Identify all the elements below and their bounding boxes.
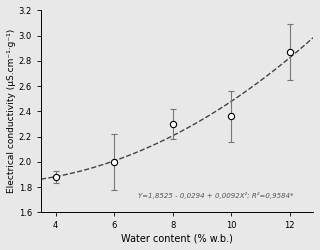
Y-axis label: Electrical conductivity (µS.cm⁻¹·g⁻¹): Electrical conductivity (µS.cm⁻¹·g⁻¹): [7, 29, 16, 194]
Text: Y=1,8525 - 0,0294 + 0,0092X²; R²=0,9584*: Y=1,8525 - 0,0294 + 0,0092X²; R²=0,9584*: [138, 192, 293, 199]
X-axis label: Water content (% w.b.): Water content (% w.b.): [121, 233, 233, 243]
